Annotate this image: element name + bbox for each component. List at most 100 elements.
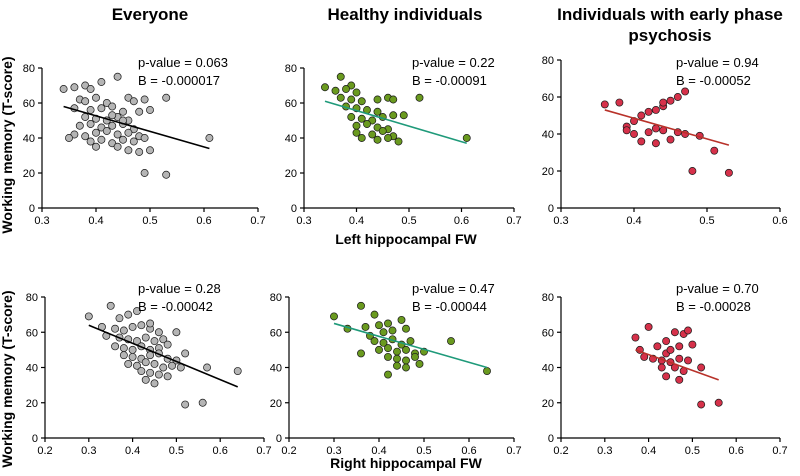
right-psychosis-data-point	[675, 354, 684, 363]
left-healthy-data-point	[373, 135, 382, 144]
right-everyone-data-point	[119, 344, 128, 353]
left-psychosis-data-point	[630, 130, 638, 138]
left-healthy-data-point	[378, 127, 387, 135]
right-healthy-data-point	[330, 312, 338, 321]
left-everyone-data-point	[140, 95, 149, 104]
left-psychosis-data-point	[688, 167, 697, 175]
right-psychosis-data-point	[653, 342, 662, 351]
left-everyone-data-point	[92, 93, 100, 102]
left-psychosis-data-point	[710, 146, 719, 155]
left-everyone-data-point	[65, 134, 73, 142]
left-healthy-y-tick-label: 0	[291, 203, 297, 215]
right-everyone-data-point	[137, 321, 146, 330]
left-everyone-data-point	[81, 97, 90, 106]
right-psychosis-data-point	[662, 372, 671, 381]
right-psychosis-data-point	[697, 400, 706, 409]
column-title-psychosis: Individuals with early phase psychosis	[557, 5, 783, 45]
right-psychosis-data-point	[697, 363, 706, 372]
left-healthy-data-point	[342, 85, 350, 93]
right-psychosis-x-tick-label: 0.4	[641, 445, 656, 457]
left-psychosis-data-point	[622, 126, 631, 135]
left-psychosis-data-point	[666, 96, 675, 105]
left-everyone-y-tick-label: 20	[23, 168, 35, 180]
right-everyone-y-tick-label: 80	[26, 292, 38, 304]
left-healthy-y-tick-label: 40	[285, 133, 297, 145]
left-everyone-data-point	[92, 142, 100, 151]
right-everyone-data-point	[163, 372, 172, 381]
left-healthy-x-tick-label: 0.6	[454, 215, 469, 227]
left-psychosis-y-tick-label: 40	[542, 129, 554, 141]
left-psychosis-data-point	[600, 100, 609, 109]
right-healthy-data-point	[402, 324, 410, 333]
right-psychosis-y-tick-label: 40	[542, 363, 554, 375]
right-healthy-data-point	[361, 323, 370, 331]
left-healthy-x-tick-label: 0.5	[401, 215, 416, 227]
left-healthy-data-point	[336, 93, 345, 102]
right-everyone-data-point	[84, 312, 93, 321]
left-healthy-data-point	[373, 95, 382, 104]
right-psychosis-x-tick-label: 0.5	[685, 445, 700, 457]
right-everyone-data-point	[168, 361, 176, 370]
right-healthy-data-point	[384, 344, 392, 353]
right-everyone-data-point	[159, 335, 168, 344]
left-psychosis-data-point	[637, 111, 646, 120]
right-everyone-x-tick-label: 0.6	[213, 445, 228, 457]
right-everyone-data-point	[159, 363, 168, 372]
column-title-everyone: Everyone	[111, 5, 189, 24]
right-healthy-data-point	[379, 338, 388, 347]
left-healthy-data-point	[462, 134, 471, 142]
left-psychosis-data-point	[644, 107, 653, 116]
left-healthy-x-tick-label: 0.7	[506, 215, 521, 227]
right-everyone-data-point	[233, 367, 242, 375]
left-healthy-y-tick-label: 20	[285, 168, 297, 180]
right-psychosis-data-point	[675, 375, 684, 384]
left-psychosis-data-point	[651, 105, 660, 114]
left-healthy-data-point	[389, 111, 398, 120]
left-psychosis-y-tick-label: 0	[548, 203, 554, 215]
left-everyone-data-point	[113, 72, 122, 81]
left-everyone-data-point	[92, 128, 100, 137]
right-everyone-data-point	[172, 328, 181, 337]
left-healthy-data-point	[352, 121, 361, 130]
right-psychosis-x-tick-label: 0.7	[772, 445, 787, 457]
right-psychosis-data-point	[670, 328, 679, 337]
right-healthy-data-point	[415, 360, 424, 368]
left-everyone-y-tick-label: 80	[23, 63, 35, 75]
left-healthy-data-point	[352, 128, 361, 137]
right-healthy-p-value: p-value = 0.47	[412, 281, 495, 296]
left-everyone-data-point	[97, 78, 106, 86]
left-everyone-data-point	[108, 121, 117, 130]
right-everyone-data-point	[133, 307, 141, 316]
right-healthy-data-point	[357, 301, 365, 310]
right-psychosis-data-point	[666, 345, 675, 354]
left-everyone-data-point	[86, 120, 95, 128]
right-everyone-data-point	[106, 301, 115, 310]
left-psychosis-data-point	[666, 135, 675, 144]
right-healthy-fit-line	[333, 322, 488, 369]
right-everyone-data-point	[146, 368, 155, 377]
right-everyone-data-point	[119, 326, 128, 335]
left-healthy-data-point	[357, 114, 366, 123]
left-everyone-data-point	[135, 107, 144, 116]
right-psychosis-data-point	[684, 326, 692, 335]
left-everyone-data-point	[146, 146, 154, 155]
right-everyone-data-point	[154, 328, 163, 337]
left-psychosis-y-tick-label: 80	[542, 55, 554, 67]
right-everyone-data-point	[115, 314, 124, 323]
left-healthy-data-point	[352, 88, 361, 97]
right-healthy-x-tick-label: 0.5	[416, 445, 431, 457]
right-everyone-y-tick-label: 40	[26, 363, 38, 375]
right-everyone-data-point	[133, 361, 141, 370]
right-psychosis-y-tick-label: 80	[542, 292, 554, 304]
left-everyone-data-point	[108, 111, 117, 120]
right-healthy-data-point	[402, 345, 410, 354]
left-everyone-y-tick-label: 0	[29, 203, 35, 215]
left-everyone-x-tick-label: 0.4	[88, 215, 103, 227]
right-everyone-data-point	[141, 333, 150, 342]
right-healthy-x-tick-label: 0.7	[506, 445, 521, 457]
left-everyone-data-point	[124, 146, 133, 155]
right-healthy-data-point	[393, 347, 401, 356]
left-psychosis-data-point	[673, 93, 682, 101]
right-healthy-y-tick-label: 0	[276, 433, 282, 445]
